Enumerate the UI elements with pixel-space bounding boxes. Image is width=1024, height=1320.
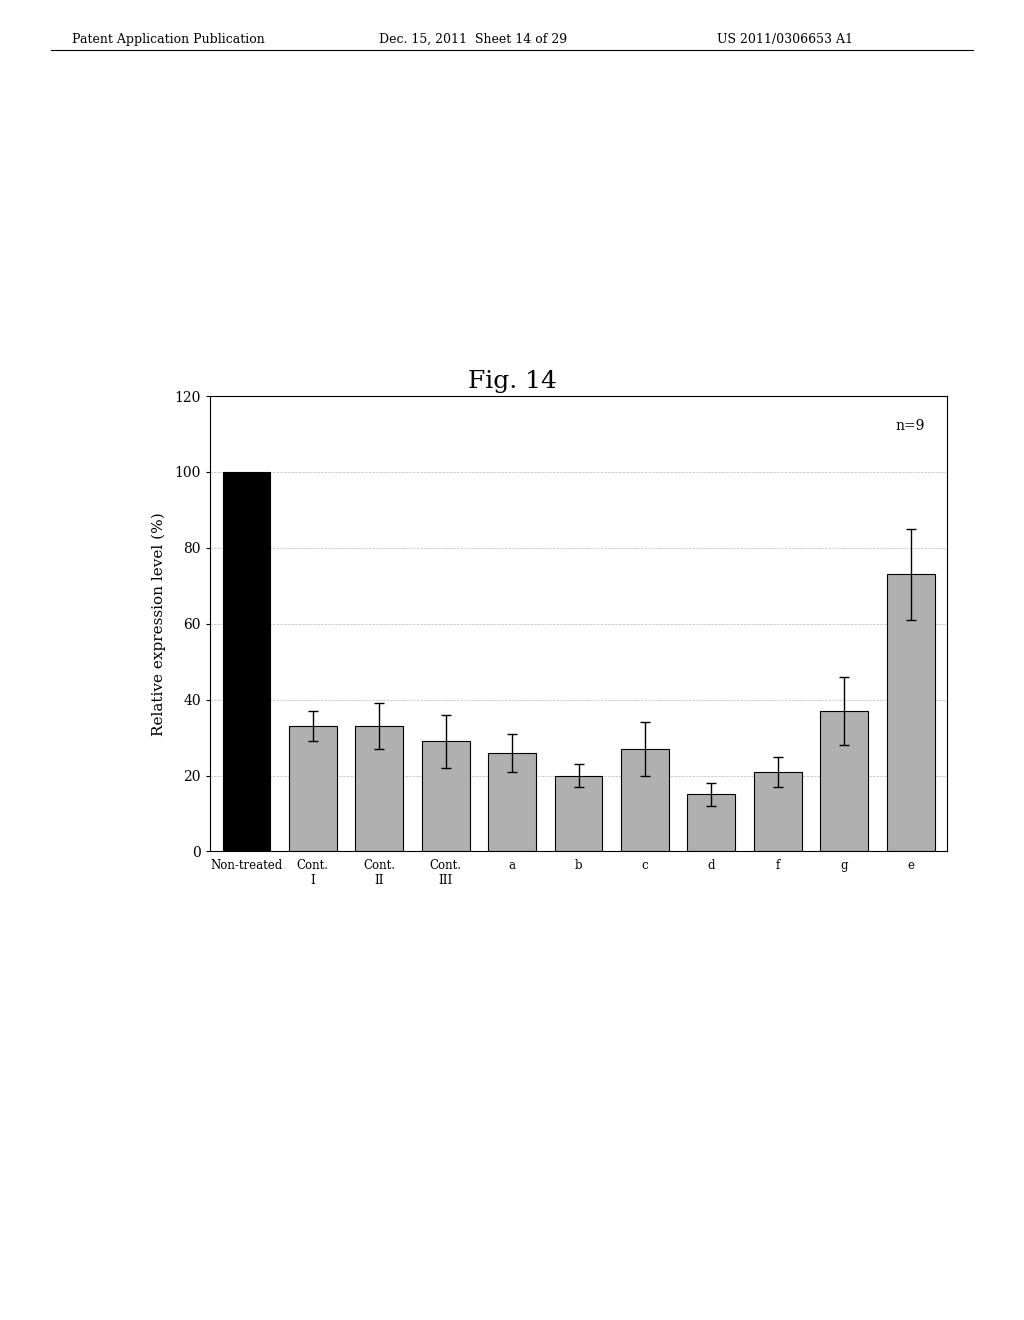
Text: US 2011/0306653 A1: US 2011/0306653 A1: [717, 33, 853, 46]
Bar: [289, 726, 337, 851]
Bar: [687, 795, 735, 851]
Bar: [555, 776, 602, 851]
Bar: [622, 748, 669, 851]
Bar: [754, 772, 802, 851]
Bar: [422, 742, 470, 851]
Bar: [222, 473, 270, 851]
Text: Patent Application Publication: Patent Application Publication: [72, 33, 264, 46]
Y-axis label: Relative expression level (%): Relative expression level (%): [152, 512, 166, 735]
Text: n=9: n=9: [896, 418, 925, 433]
Text: Fig. 14: Fig. 14: [468, 370, 556, 392]
Text: Dec. 15, 2011  Sheet 14 of 29: Dec. 15, 2011 Sheet 14 of 29: [379, 33, 567, 46]
Bar: [488, 752, 536, 851]
Bar: [820, 711, 868, 851]
Bar: [887, 574, 935, 851]
Bar: [355, 726, 403, 851]
